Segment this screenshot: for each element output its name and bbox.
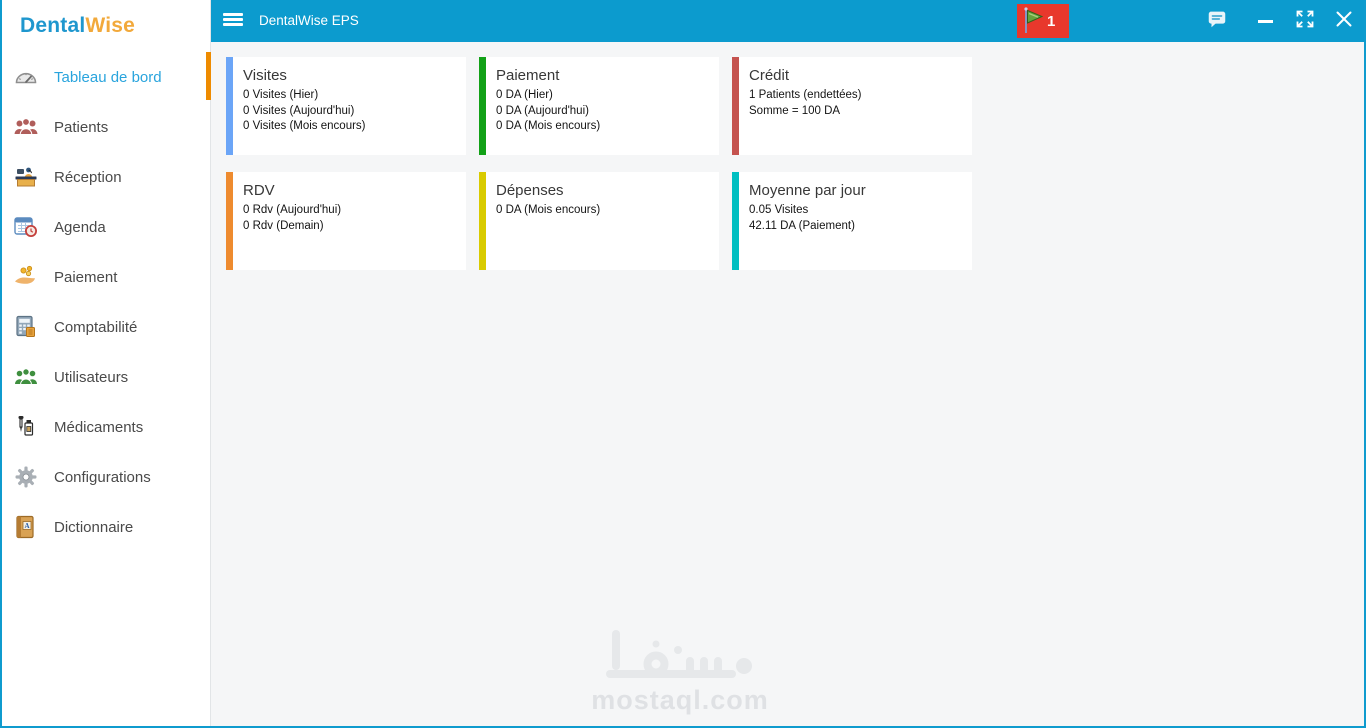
sidebar-item-label: Agenda	[54, 218, 106, 236]
mostaql-arabic-logo	[606, 630, 752, 678]
sidebar: Dental Wise Tableau de bord Patients Réce…	[2, 0, 211, 726]
card-stat-line: 0 DA (Hier)	[496, 89, 553, 101]
active-indicator	[206, 52, 211, 100]
card-accent-bar	[732, 57, 739, 155]
sidebar-item-label: Réception	[54, 168, 122, 186]
dashboard-cards: Visites 0 Visites (Hier) 0 Visites (Aujou…	[226, 57, 972, 270]
sidebar-item-reception[interactable]: Réception	[2, 152, 210, 202]
dashboard-card-moyenne-par-jour: Moyenne par jour 0.05 Visites 42.11 DA (P…	[732, 172, 972, 270]
card-stat-line: 0.05 Visites	[749, 204, 809, 216]
card-stat-line: 0 DA (Mois encours)	[496, 204, 601, 216]
card-stat-line: 0 Visites (Hier)	[243, 89, 319, 101]
reception-desk-icon	[13, 164, 39, 190]
card-title: Visites	[243, 67, 287, 84]
logo-part-dental: Dental	[20, 14, 86, 37]
sidebar-item-patients[interactable]: Patients	[2, 102, 210, 152]
chat-button[interactable]	[1205, 0, 1229, 42]
sidebar-item-configurations[interactable]: Configurations	[2, 452, 210, 502]
dictionary-book-icon: A	[13, 514, 39, 540]
sidebar-item-medicaments[interactable]: Médicaments	[2, 402, 210, 452]
card-accent-bar	[732, 172, 739, 270]
patients-icon	[13, 114, 39, 140]
notification-flag-badge[interactable]: 1	[1017, 4, 1069, 38]
topbar-title: DentalWise EPS	[259, 13, 359, 28]
calendar-clock-icon	[13, 214, 39, 240]
sidebar-item-label: Tableau de bord	[54, 68, 162, 86]
flag-icon	[1020, 6, 1046, 36]
card-stat-line: 0 DA (Mois encours)	[496, 120, 601, 132]
sidebar-item-label: Médicaments	[54, 418, 144, 436]
close-icon	[1334, 9, 1354, 34]
card-stat-line: 0 Rdv (Aujourd'hui)	[243, 204, 342, 216]
close-button[interactable]	[1331, 0, 1357, 42]
app-logo: Dental Wise	[2, 0, 210, 52]
sidebar-item-label: Paiement	[54, 268, 118, 286]
watermark-domain: mostaql.com	[591, 685, 769, 715]
chat-bubble-icon	[1206, 8, 1228, 35]
dashboard-card-credit: Crédit 1 Patients (endettées) Somme = 100…	[732, 57, 972, 155]
card-stat-line: Somme = 100 DA	[749, 104, 841, 117]
card-accent-bar	[479, 57, 486, 155]
topbar: DentalWise EPS 1	[211, 0, 1364, 42]
sidebar-item-label: Comptabilité	[54, 318, 138, 336]
sidebar-item-paiement[interactable]: Paiement	[2, 252, 210, 302]
minimize-button[interactable]	[1253, 0, 1277, 42]
svg-text:A: A	[24, 522, 29, 530]
sidebar-item-utilisateurs[interactable]: Utilisateurs	[2, 352, 210, 402]
sidebar-nav: Tableau de bord Patients Réception Agend…	[2, 52, 211, 552]
sidebar-item-label: Patients	[54, 118, 109, 136]
sidebar-item-dictionnaire[interactable]: A Dictionnaire	[2, 502, 210, 552]
card-stat-line: 1 Patients (endettées)	[749, 89, 862, 101]
card-title: Paiement	[496, 67, 560, 84]
sidebar-item-comptabilite[interactable]: Comptabilité	[2, 302, 210, 352]
dashboard-card-paiement: Paiement 0 DA (Hier) 0 DA (Aujourd'hui) 0 …	[479, 57, 719, 155]
dashboard-card-visites: Visites 0 Visites (Hier) 0 Visites (Aujou…	[226, 57, 466, 155]
maximize-button[interactable]	[1293, 0, 1317, 42]
card-stat-line: 0 Visites (Mois encours)	[243, 120, 366, 132]
card-stat-line: 0 DA (Aujourd'hui)	[496, 104, 589, 117]
sidebar-item-label: Utilisateurs	[54, 368, 129, 386]
users-group-icon	[13, 364, 39, 390]
logo-part-wise: Wise	[85, 14, 136, 37]
card-title: RDV	[243, 182, 275, 199]
dashboard-card-depenses: Dépenses 0 DA (Mois encours)	[479, 172, 719, 270]
sidebar-item-label: Dictionnaire	[54, 518, 134, 536]
card-accent-bar	[226, 57, 233, 155]
medicine-bottles-icon	[13, 414, 39, 440]
gauge-icon	[13, 64, 39, 90]
maximize-icon	[1295, 9, 1315, 34]
watermark: mostaql.com	[570, 626, 790, 716]
hamburger-menu-icon[interactable]	[223, 13, 243, 28]
card-accent-bar	[479, 172, 486, 270]
sidebar-item-agenda[interactable]: Agenda	[2, 202, 210, 252]
card-accent-bar	[226, 172, 233, 270]
sidebar-item-tableau-de-bord[interactable]: Tableau de bord	[2, 52, 211, 102]
sidebar-item-label: Configurations	[54, 468, 151, 486]
gear-icon	[13, 464, 39, 490]
hand-coins-icon	[13, 264, 39, 290]
calculator-icon	[13, 314, 39, 340]
card-title: Moyenne par jour	[749, 182, 866, 199]
card-title: Crédit	[749, 67, 790, 84]
minimize-icon	[1257, 19, 1273, 23]
card-title: Dépenses	[496, 182, 564, 199]
dashboard: Visites 0 Visites (Hier) 0 Visites (Aujou…	[212, 42, 1364, 726]
card-stat-line: 42.11 DA (Paiement)	[749, 219, 855, 232]
notification-count: 1	[1047, 12, 1056, 30]
card-stat-line: 0 Rdv (Demain)	[243, 219, 324, 232]
dashboard-card-rdv: RDV 0 Rdv (Aujourd'hui) 0 Rdv (Demain)	[226, 172, 466, 270]
card-stat-line: 0 Visites (Aujourd'hui)	[243, 104, 355, 117]
